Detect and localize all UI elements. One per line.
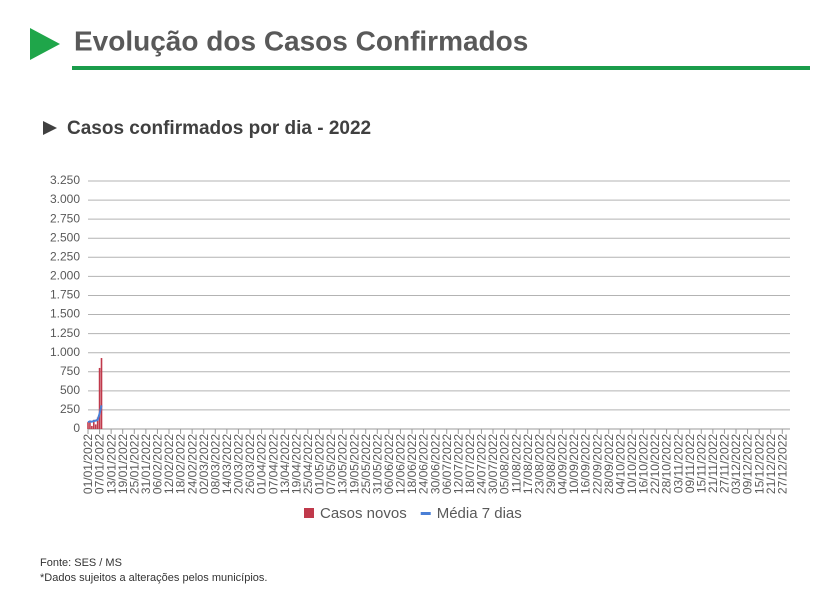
y-tick-label: 3.250 bbox=[50, 173, 80, 187]
y-tick-label: 2.750 bbox=[50, 211, 80, 225]
y-tick-label: 3.000 bbox=[50, 192, 80, 206]
x-tick-label: 16/09/2022 bbox=[579, 434, 593, 494]
x-tick-label: 13/01/2022 bbox=[104, 434, 118, 494]
x-tick-label: 03/11/2022 bbox=[671, 434, 685, 493]
x-tick-label: 24/07/2022 bbox=[475, 434, 489, 494]
x-tick-label: 28/10/2022 bbox=[660, 434, 674, 494]
x-tick-label: 04/10/2022 bbox=[613, 434, 627, 494]
legend: Casos novos Média 7 dias bbox=[304, 505, 522, 522]
x-tick-label: 30/07/2022 bbox=[486, 434, 500, 494]
x-tick-label: 04/09/2022 bbox=[556, 434, 570, 494]
x-tick-label: 13/05/2022 bbox=[336, 434, 350, 494]
x-tick-label: 18/07/2022 bbox=[463, 434, 477, 494]
x-tick-label: 10/09/2022 bbox=[567, 434, 581, 494]
y-tick-label: 1.750 bbox=[50, 288, 80, 302]
subtitle-marker bbox=[43, 121, 57, 135]
x-tick-label: 07/05/2022 bbox=[324, 434, 338, 494]
bar bbox=[87, 422, 89, 429]
legend-label: Casos novos bbox=[320, 505, 407, 522]
y-tick-label: 2.000 bbox=[50, 269, 80, 283]
x-tick-label: 12/06/2022 bbox=[394, 434, 408, 494]
x-tick-label: 31/01/2022 bbox=[139, 434, 153, 494]
x-tick-label: 09/11/2022 bbox=[683, 434, 697, 493]
legend-swatch bbox=[420, 512, 431, 515]
x-tick-label: 31/05/2022 bbox=[370, 434, 384, 494]
x-tick-label: 30/06/2022 bbox=[428, 434, 442, 494]
x-tick-label: 02/03/2022 bbox=[197, 434, 211, 494]
x-tick-label: 07/04/2022 bbox=[266, 434, 280, 494]
x-tick-label: 06/07/2022 bbox=[440, 434, 454, 494]
y-tick-label: 1.000 bbox=[50, 345, 80, 359]
x-tick-label: 25/05/2022 bbox=[359, 434, 373, 494]
x-tick-label: 26/03/2022 bbox=[243, 434, 257, 494]
x-tick-label: 03/12/2022 bbox=[729, 434, 743, 494]
title-rule bbox=[72, 66, 810, 70]
y-tick-label: 2.250 bbox=[50, 249, 80, 263]
chart-title: Casos confirmados por dia - 2022 bbox=[67, 118, 371, 139]
y-tick-label: 1.500 bbox=[50, 307, 80, 321]
bar bbox=[94, 424, 97, 429]
x-tick-label: 25/01/2022 bbox=[127, 434, 141, 494]
bar bbox=[96, 417, 99, 429]
x-tick-label: 29/08/2022 bbox=[544, 434, 558, 494]
x-tick-label: 08/03/2022 bbox=[208, 434, 222, 494]
bar bbox=[92, 419, 95, 429]
x-tick-label: 15/11/2022 bbox=[694, 434, 708, 493]
x-tick-label: 01/01/2022 bbox=[81, 434, 95, 494]
y-tick-label: 1.250 bbox=[50, 326, 80, 340]
x-tick-label: 19/01/2022 bbox=[116, 434, 130, 494]
x-tick-label: 11/08/2022 bbox=[509, 434, 523, 493]
x-tick-label: 27/11/2022 bbox=[718, 434, 732, 493]
note: *Dados sujeitos a alterações pelos munic… bbox=[40, 572, 267, 584]
x-tick-label: 22/09/2022 bbox=[590, 434, 604, 494]
x-tick-label: 09/12/2022 bbox=[741, 434, 755, 494]
y-tick-label: 2.500 bbox=[50, 230, 80, 244]
x-tick-label: 10/10/2022 bbox=[625, 434, 639, 494]
x-tick-label: 28/09/2022 bbox=[602, 434, 616, 494]
bar bbox=[89, 420, 91, 429]
y-tick-label: 750 bbox=[60, 364, 80, 378]
bar bbox=[100, 358, 103, 429]
x-tick-label: 16/10/2022 bbox=[637, 434, 651, 494]
y-tick-label: 250 bbox=[60, 402, 80, 416]
y-tick-label: 500 bbox=[60, 383, 80, 397]
x-tick-label: 22/10/2022 bbox=[648, 434, 662, 494]
title-marker bbox=[30, 28, 60, 60]
legend-swatch bbox=[304, 508, 314, 518]
bar bbox=[91, 425, 93, 429]
x-tick-label: 12/02/2022 bbox=[162, 434, 176, 494]
y-tick-label: 0 bbox=[73, 421, 80, 435]
x-tick-label: 20/03/2022 bbox=[232, 434, 246, 494]
source: Fonte: SES / MS bbox=[40, 557, 122, 569]
x-tick-label: 18/02/2022 bbox=[174, 434, 188, 494]
x-tick-label: 23/08/2022 bbox=[532, 434, 546, 494]
x-tick-label: 12/07/2022 bbox=[451, 434, 465, 494]
x-tick-label: 06/02/2022 bbox=[151, 434, 165, 494]
x-tick-label: 14/03/2022 bbox=[220, 434, 234, 494]
x-tick-label: 19/04/2022 bbox=[289, 434, 303, 494]
x-tick-label: 15/12/2022 bbox=[752, 434, 766, 494]
x-tick-label: 21/12/2022 bbox=[764, 434, 778, 494]
x-tick-label: 19/05/2022 bbox=[347, 434, 361, 494]
x-tick-label: 05/08/2022 bbox=[498, 434, 512, 494]
line bbox=[87, 405, 103, 424]
x-tick-label: 21/11/2022 bbox=[706, 434, 720, 493]
page-title: Evolução dos Casos Confirmados bbox=[74, 25, 528, 56]
x-tick-label: 01/04/2022 bbox=[255, 434, 269, 494]
x-tick-label: 07/01/2022 bbox=[93, 434, 107, 494]
x-tick-label: 25/04/2022 bbox=[301, 434, 315, 494]
legend-label: Média 7 dias bbox=[437, 505, 522, 522]
x-tick-label: 24/02/2022 bbox=[185, 434, 199, 494]
bar bbox=[98, 367, 101, 429]
x-tick-label: 18/06/2022 bbox=[405, 434, 419, 494]
x-tick-label: 06/06/2022 bbox=[382, 434, 396, 494]
x-tick-label: 01/05/2022 bbox=[313, 434, 327, 494]
x-tick-label: 17/08/2022 bbox=[521, 434, 535, 494]
x-tick-label: 13/04/2022 bbox=[278, 434, 292, 494]
x-tick-label: 24/06/2022 bbox=[417, 434, 431, 494]
x-tick-label: 27/12/2022 bbox=[775, 434, 789, 494]
